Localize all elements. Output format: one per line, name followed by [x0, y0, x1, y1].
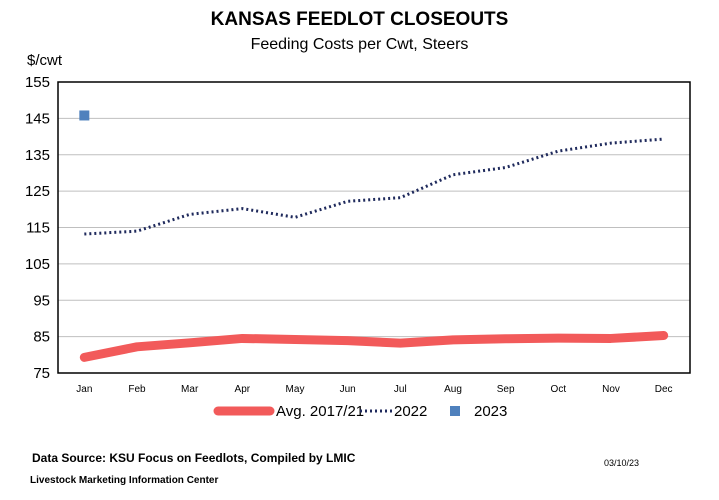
x-tick-label: Nov [602, 384, 620, 395]
y-tick-label: 125 [25, 183, 50, 200]
y-tick-label: 115 [26, 220, 50, 237]
data-point-2023 [79, 110, 90, 121]
x-tick-label: Feb [128, 384, 146, 395]
y-tick-label: 85 [33, 329, 50, 346]
y-tick-label: 135 [25, 147, 50, 164]
legend-label-avg-2017-21: Avg. 2017/21 [276, 403, 364, 420]
legend-swatch-2023 [450, 406, 460, 416]
y-tick-label: 95 [33, 292, 50, 309]
y-axis-label: $/cwt [27, 52, 63, 69]
organization-name: Livestock Marketing Information Center [30, 475, 219, 486]
y-tick-label: 155 [25, 74, 50, 91]
plot-frame [57, 81, 691, 374]
chart-title: KANSAS FEEDLOT CLOSEOUTS [210, 9, 509, 30]
x-tick-label: Oct [551, 384, 567, 395]
x-tick-label: Apr [235, 384, 251, 395]
x-tick-label: Sep [497, 384, 515, 395]
date-stamp: 03/10/23 [604, 458, 640, 468]
x-tick-label: Mar [181, 384, 199, 395]
legend-label-2023: 2023 [474, 403, 507, 420]
x-tick-label: Aug [444, 384, 462, 395]
chart-subtitle: Feeding Costs per Cwt, Steers [250, 36, 469, 53]
legend-label-2022: 2022 [394, 403, 427, 420]
data-source-note: Data Source: KSU Focus on Feedlots, Comp… [32, 451, 356, 465]
y-tick-label: 105 [25, 256, 50, 273]
y-tick-label: 75 [33, 365, 50, 382]
series-line-2022 [84, 137, 664, 236]
x-tick-label: Jan [76, 384, 92, 395]
y-tick-label: 145 [25, 110, 50, 127]
x-tick-label: Dec [655, 384, 673, 395]
x-tick-label: May [286, 384, 305, 395]
x-tick-label: Jun [340, 384, 356, 395]
series-line-avg-2017-21 [79, 331, 669, 362]
x-tick-label: Jul [394, 384, 407, 395]
